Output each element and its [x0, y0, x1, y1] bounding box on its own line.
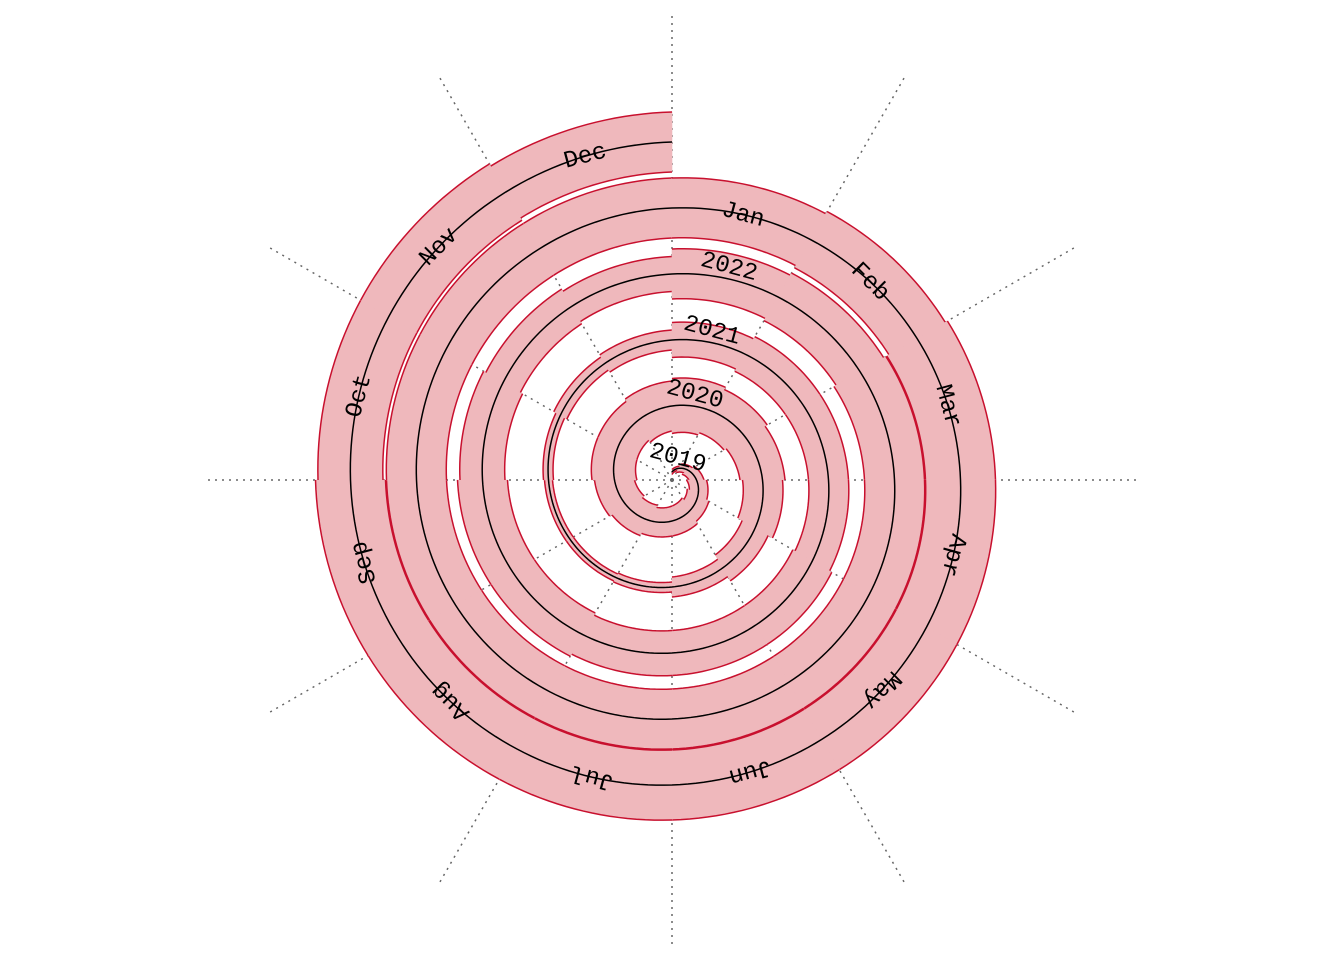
band-edge — [360, 163, 523, 334]
band-edge — [671, 708, 840, 821]
band-edge — [640, 505, 673, 538]
band-edge — [714, 520, 769, 582]
band-edge — [599, 329, 673, 373]
band-edge — [671, 497, 698, 537]
band-edge — [565, 536, 619, 582]
band-edge — [886, 320, 997, 481]
band-edge — [498, 717, 673, 821]
spiral-line — [349, 141, 962, 786]
band-edge — [624, 380, 673, 443]
band-edge — [773, 578, 897, 709]
band-edge — [734, 336, 821, 415]
band-edge — [725, 425, 786, 481]
band-edge — [485, 288, 583, 393]
band-edge — [671, 558, 729, 598]
band-edge — [895, 479, 997, 645]
band-edge — [456, 479, 535, 585]
band-edge — [671, 655, 805, 750]
band-edge — [671, 465, 681, 475]
band-edge — [612, 572, 673, 594]
band-edge — [794, 479, 850, 572]
band-edge — [458, 370, 524, 481]
band-edge — [681, 466, 705, 481]
band-segment — [542, 412, 565, 481]
band-edge — [385, 334, 473, 481]
band-edge — [523, 177, 673, 276]
band-edge — [490, 559, 596, 657]
band-edge — [367, 620, 535, 780]
band-edge — [671, 248, 791, 320]
year-label: 2019 — [646, 438, 709, 479]
band-edge — [534, 665, 673, 750]
band-edge — [611, 496, 658, 537]
band-edge — [671, 604, 768, 677]
band-edge — [737, 479, 784, 539]
band-edge — [671, 321, 754, 370]
band-edge — [794, 210, 946, 356]
band-edge — [842, 479, 926, 610]
band-edge — [593, 479, 645, 517]
band-edge — [553, 356, 609, 420]
band-edge — [419, 222, 555, 365]
band-edge — [671, 177, 827, 267]
band-edge — [317, 299, 418, 481]
band-edge — [671, 377, 726, 436]
band-edge — [385, 479, 483, 621]
band-edge — [571, 614, 673, 677]
band-edge — [685, 479, 709, 501]
band-edge — [698, 388, 768, 451]
band-edge — [784, 394, 850, 481]
band-edge — [803, 609, 958, 771]
band-edge — [682, 488, 710, 523]
band-edge — [597, 400, 650, 460]
band-edge — [542, 412, 566, 481]
band-edge — [675, 463, 694, 474]
band-edge — [428, 589, 566, 719]
band-edge — [314, 479, 430, 656]
band-edge — [763, 272, 885, 386]
band-edge — [744, 549, 833, 646]
band-edge — [562, 255, 673, 323]
band-edge — [490, 111, 673, 219]
band-edge — [543, 479, 574, 542]
band-edge — [833, 356, 926, 481]
band-edge — [590, 436, 638, 481]
